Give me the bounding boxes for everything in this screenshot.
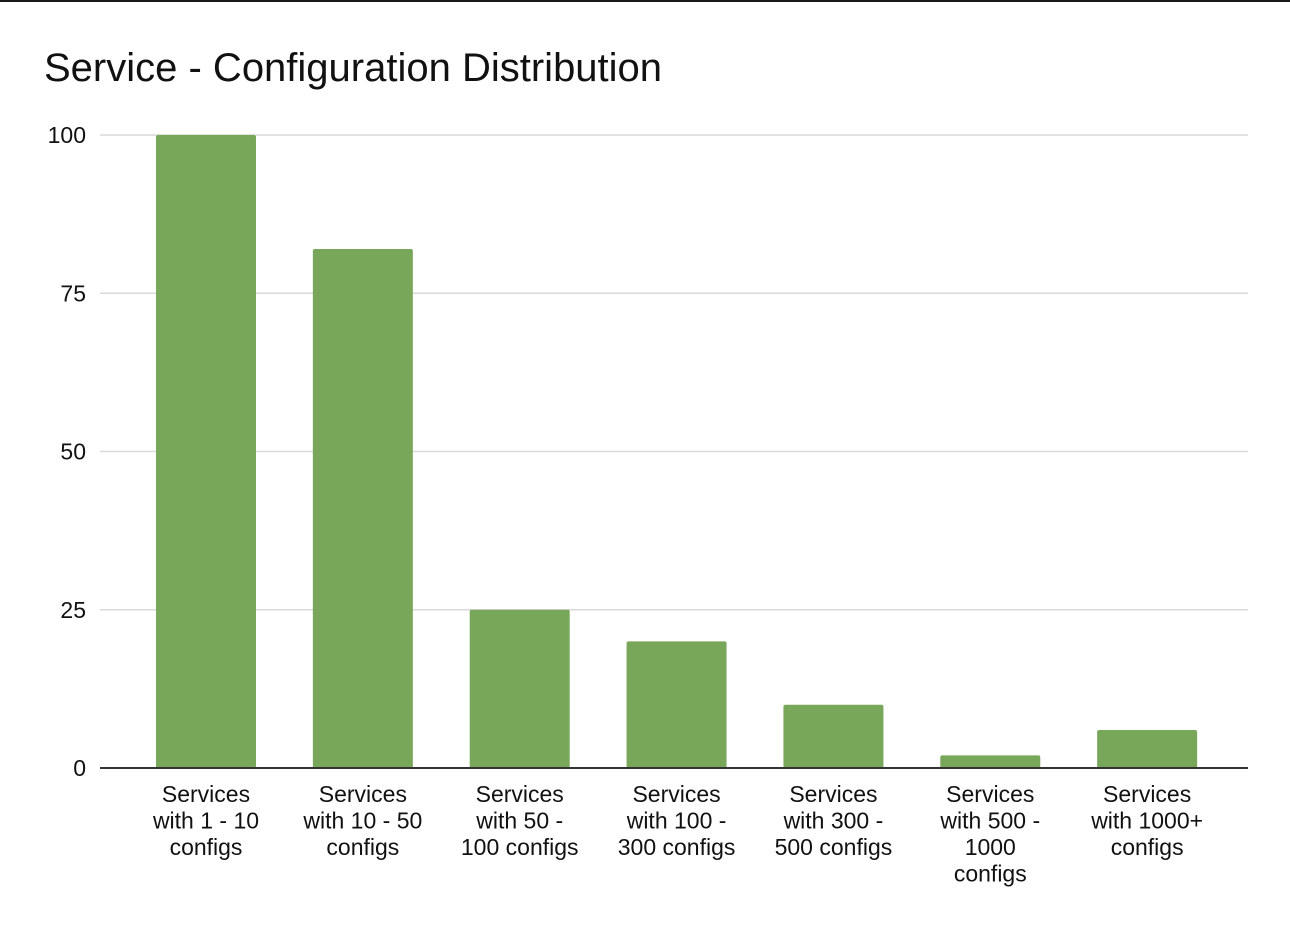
gridlines bbox=[100, 134, 1248, 611]
x-tick-label: Services with 500 -1000 configs bbox=[939, 781, 1040, 887]
x-tick-label-line: configs bbox=[954, 861, 1027, 887]
bar bbox=[156, 135, 256, 768]
bar bbox=[940, 755, 1041, 768]
x-tick-label-line: Services bbox=[789, 781, 877, 807]
bar bbox=[469, 609, 570, 768]
x-tick-label-line: with 1000+ bbox=[1090, 808, 1203, 834]
x-tick-label-line: 100 configs bbox=[461, 834, 579, 860]
y-tick-label: 100 bbox=[48, 122, 86, 148]
x-tick-label: Services with 300 -500 configs bbox=[775, 781, 893, 860]
x-tick-label-line: Services bbox=[1103, 781, 1191, 807]
x-tick-label-line: with 500 - bbox=[939, 808, 1040, 834]
x-tick-label-line: Services bbox=[476, 781, 564, 807]
x-tick-label-line: 1000 bbox=[965, 834, 1016, 860]
y-tick-label: 75 bbox=[60, 280, 86, 306]
x-tick-label-line: with 300 - bbox=[783, 808, 884, 834]
y-tick-label: 25 bbox=[60, 597, 86, 623]
x-tick-label-line: 300 configs bbox=[618, 834, 736, 860]
x-tick-label: Services with 1 - 10 configs bbox=[152, 781, 259, 860]
y-tick-label: 50 bbox=[60, 439, 86, 465]
top-border bbox=[0, 0, 1290, 2]
x-tick-label-line: Services bbox=[632, 781, 720, 807]
x-tick-label-line: with 10 - 50 bbox=[302, 808, 422, 834]
x-tick-label-line: Services bbox=[946, 781, 1034, 807]
x-tick-label-line: Services bbox=[319, 781, 407, 807]
bars bbox=[156, 135, 1198, 768]
x-tick-label-line: with 1 - 10 bbox=[152, 808, 259, 834]
x-tick-label: Services with 1000+ configs bbox=[1090, 781, 1203, 860]
x-tick-label: Services with 50 -100 configs bbox=[461, 781, 579, 860]
bar bbox=[626, 641, 727, 768]
bar bbox=[783, 704, 884, 768]
y-tick-label: 0 bbox=[73, 755, 86, 781]
chart-title: Service - Configuration Distribution bbox=[44, 46, 663, 90]
x-tick-label: Services with 10 - 50 configs bbox=[302, 781, 422, 860]
x-tick-label-line: configs bbox=[326, 834, 399, 860]
bar bbox=[312, 248, 413, 768]
x-tick-label-line: configs bbox=[1111, 834, 1184, 860]
x-tick-label-line: configs bbox=[170, 834, 243, 860]
x-tick-label-line: Services bbox=[162, 781, 250, 807]
bar bbox=[1097, 730, 1198, 768]
x-tick-label-line: with 100 - bbox=[626, 808, 727, 834]
y-axis-ticks: 0 25 50 75 100 bbox=[48, 122, 86, 781]
x-tick-label-line: with 50 - bbox=[475, 808, 563, 834]
x-tick-label: Services with 100 -300 configs bbox=[618, 781, 736, 860]
x-tick-label-line: 500 configs bbox=[775, 834, 893, 860]
